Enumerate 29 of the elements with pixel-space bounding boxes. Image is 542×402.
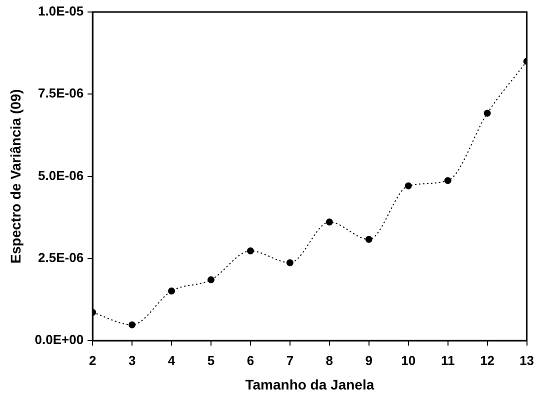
y-tick-label: 7.5E-06 (38, 86, 84, 101)
point (246, 247, 254, 254)
x-tick-label: 3 (128, 352, 136, 368)
y-axis-title: Espectro de Variância (09) (7, 89, 24, 264)
x-tick-label: 11 (440, 352, 455, 368)
x-tick-label: 10 (401, 352, 416, 368)
point (404, 182, 412, 190)
x-tick-label: 6 (246, 352, 254, 368)
point (444, 177, 452, 184)
y-tick-label: 1.0E-05 (38, 4, 84, 19)
x-tick-label: 13 (520, 352, 534, 368)
point (365, 236, 372, 243)
y-tick-label: 5.0E-06 (38, 168, 84, 183)
point (286, 259, 294, 266)
point (168, 287, 176, 294)
x-tick-label: 2 (88, 352, 96, 368)
x-axis-title: Tamanho da Janela (245, 376, 374, 392)
x-tick-label: 7 (286, 352, 294, 368)
x-tick-label: 4 (168, 352, 176, 368)
y-tick-label: 2.5E-06 (38, 250, 84, 266)
x-tick-label: 8 (326, 352, 334, 368)
point (128, 321, 136, 328)
x-tick-label: 12 (480, 352, 495, 368)
y-tick-label: 0.0E+00 (34, 332, 84, 348)
point (208, 276, 215, 284)
x-tick-label: 9 (365, 352, 373, 368)
x-tick-label: 5 (207, 352, 215, 368)
point (326, 218, 333, 226)
point (484, 110, 491, 117)
